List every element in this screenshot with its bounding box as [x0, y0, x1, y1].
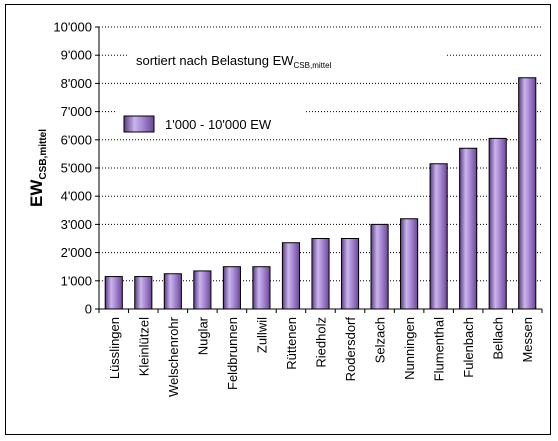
bar [163, 273, 182, 310]
annotation-sub: CSB,mittel [294, 61, 332, 70]
y-tick-label: 0 [85, 302, 92, 317]
bar [370, 223, 389, 310]
x-tick-label: Feldbrunnen [225, 317, 240, 390]
bar [222, 266, 241, 310]
bar [311, 238, 330, 310]
legend: 1'000 - 10'000 EW [116, 111, 304, 137]
bar [252, 266, 271, 310]
annotation-main: sortiert nach Belastung EW [136, 53, 294, 68]
legend-swatch [123, 115, 155, 133]
bar [429, 163, 448, 310]
y-tick-label: 9'000 [61, 48, 92, 63]
bar [400, 218, 419, 310]
x-tick-label: Kleinlützel [136, 317, 151, 376]
bar [134, 276, 153, 310]
x-tick-label: Lüsslingen [107, 317, 122, 379]
y-axis-title: EWCSB,mittel [27, 129, 49, 207]
x-tick-label: Flumenthal [432, 317, 447, 381]
bar [193, 270, 212, 310]
bar [518, 77, 537, 310]
x-tick-label: Zullwil [254, 317, 269, 353]
x-tick-label: Selzach [373, 317, 388, 363]
y-axis-title-sub: CSB,mittel [38, 129, 49, 180]
y-tick-label: 10'000 [53, 20, 92, 35]
y-tick-label: 5'000 [61, 161, 92, 176]
bar [488, 137, 507, 310]
x-tick-labels: Lüsslingen Kleinlützel Welschenrohr Nuglar F… [98, 309, 543, 397]
annotation-text: sortiert nach Belastung EWCSB,mittel [136, 53, 332, 70]
x-tick-label: Nunningen [402, 317, 417, 380]
x-tick-label: Messen [520, 317, 535, 363]
bar [281, 242, 301, 310]
bars [104, 77, 537, 310]
y-tick-label: 4'000 [61, 189, 92, 204]
x-tick-label: Fulenbach [461, 317, 476, 378]
annotation-background [128, 48, 446, 72]
bar [459, 147, 478, 310]
x-tick-label: Rodersdorf [343, 317, 358, 382]
y-tick-labels: 0 1'000 2'000 3'000 4'000 5'000 6'000 7'000 8'00… [53, 20, 99, 317]
y-axis-title-main: EW [27, 179, 46, 207]
legend-label: 1'000 - 10'000 EW [165, 117, 272, 132]
y-tick-label: 6'000 [61, 132, 92, 147]
bar [104, 276, 123, 310]
y-tick-label: 1'000 [61, 273, 92, 288]
y-tick-label: 8'000 [61, 76, 92, 91]
y-tick-label: 7'000 [61, 104, 92, 119]
y-tick-label: 3'000 [61, 217, 92, 232]
x-tick-label: Rüttenen [284, 317, 299, 370]
x-tick-label: Welschenrohr [166, 316, 181, 397]
y-tick-label: 2'000 [61, 245, 92, 260]
x-tick-label: Riedholz [314, 317, 329, 368]
x-tick-label: Nuglar [195, 316, 210, 355]
x-tick-label: Bellach [491, 317, 506, 360]
bar [340, 238, 360, 310]
